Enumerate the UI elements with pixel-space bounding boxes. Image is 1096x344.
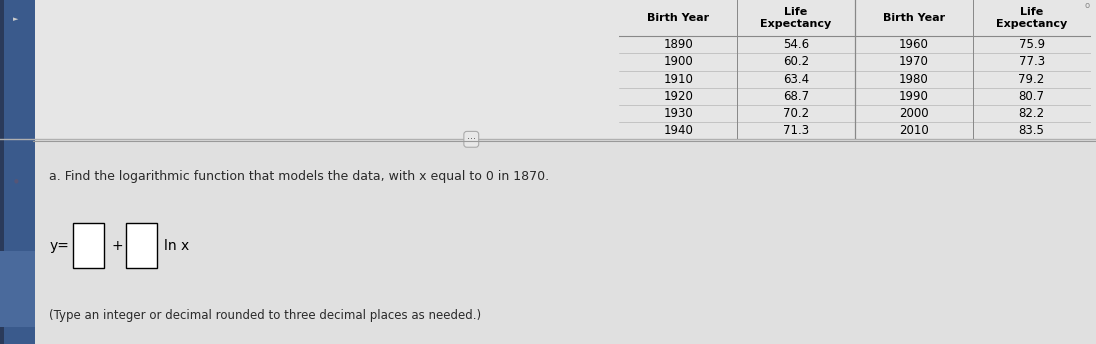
Text: 54.6: 54.6	[783, 38, 809, 51]
Text: 68.7: 68.7	[783, 90, 809, 103]
Bar	[0, 139, 1096, 344]
Text: 82.2: 82.2	[1018, 107, 1044, 120]
Text: 63.4: 63.4	[783, 73, 809, 86]
Text: Birth Year: Birth Year	[647, 13, 709, 23]
Text: 1960: 1960	[899, 38, 928, 51]
Text: 79.2: 79.2	[1018, 73, 1044, 86]
Text: 1890: 1890	[663, 38, 693, 51]
Text: Life
Expectancy: Life Expectancy	[761, 7, 832, 29]
Text: 1970: 1970	[899, 55, 928, 68]
Text: 71.3: 71.3	[783, 124, 809, 137]
Text: ···: ···	[467, 134, 476, 144]
Text: 2010: 2010	[899, 124, 928, 137]
Text: 1990: 1990	[899, 90, 928, 103]
Text: y=: y=	[49, 239, 69, 253]
Text: 1900: 1900	[663, 55, 693, 68]
FancyBboxPatch shape	[73, 223, 104, 268]
Bar	[0, 0, 4, 344]
Text: 75.9: 75.9	[1018, 38, 1044, 51]
Text: ●: ●	[13, 178, 19, 183]
Bar	[0, 251, 35, 327]
Text: 1940: 1940	[663, 124, 693, 137]
Text: o: o	[1084, 1, 1089, 10]
Text: +: +	[112, 239, 124, 253]
Text: ln x: ln x	[164, 239, 190, 253]
Text: a. Find the logarithmic function that models the data, with x equal to 0 in 1870: a. Find the logarithmic function that mo…	[49, 170, 549, 183]
Text: Life
Expectancy: Life Expectancy	[996, 7, 1068, 29]
Bar	[0, 0, 1096, 139]
Text: 1920: 1920	[663, 90, 693, 103]
Text: Birth Year: Birth Year	[882, 13, 945, 23]
Text: 83.5: 83.5	[1018, 124, 1044, 137]
Bar	[0, 0, 35, 344]
Text: 1910: 1910	[663, 73, 693, 86]
Text: 1930: 1930	[663, 107, 693, 120]
Text: 60.2: 60.2	[783, 55, 809, 68]
Text: 2000: 2000	[899, 107, 928, 120]
Text: 1980: 1980	[899, 73, 928, 86]
Text: 80.7: 80.7	[1018, 90, 1044, 103]
FancyBboxPatch shape	[126, 223, 157, 268]
Text: (Type an integer or decimal rounded to three decimal places as needed.): (Type an integer or decimal rounded to t…	[49, 309, 481, 322]
Text: 70.2: 70.2	[783, 107, 809, 120]
Text: 77.3: 77.3	[1018, 55, 1044, 68]
Text: ►: ►	[13, 16, 19, 22]
